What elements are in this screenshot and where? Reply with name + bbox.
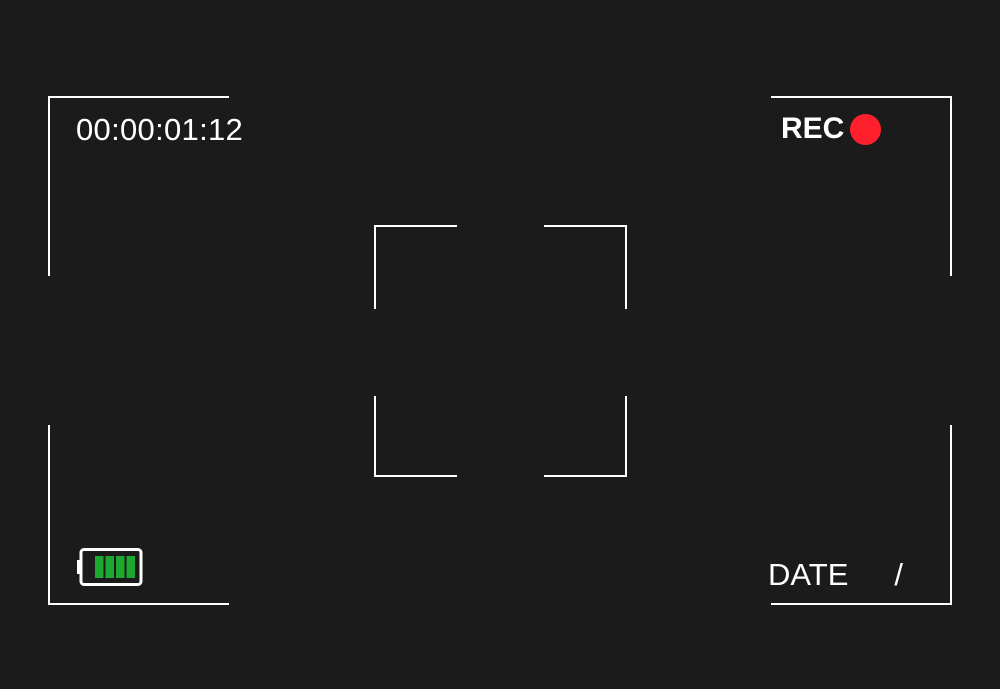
recording-indicator: REC [781,110,882,148]
frame-corner-bottom-right [771,425,952,605]
battery-level-bar [116,556,125,578]
focus-bracket-top-right [544,225,627,309]
focus-bracket-bottom-right [544,396,627,477]
record-dot-icon [850,113,882,145]
date-label: DATE [768,557,849,592]
focus-bracket-bottom-left [374,396,457,477]
frame-corner-bottom-left [48,425,229,605]
timecode-readout: 00:00:01:12 [76,112,244,147]
rec-label: REC [781,112,845,145]
battery-level-bar [105,556,114,578]
battery-level-bar [95,556,104,578]
date-separator: / [894,557,904,592]
frame-corner-top-right [771,96,952,276]
focus-bracket-top-left [374,225,457,309]
battery-level-bars [95,556,135,578]
battery-icon [77,548,143,586]
battery-level-bar [126,556,135,578]
frame-corner-top-left [48,96,229,276]
date-readout: DATE / [768,556,903,594]
battery-body [79,548,143,586]
